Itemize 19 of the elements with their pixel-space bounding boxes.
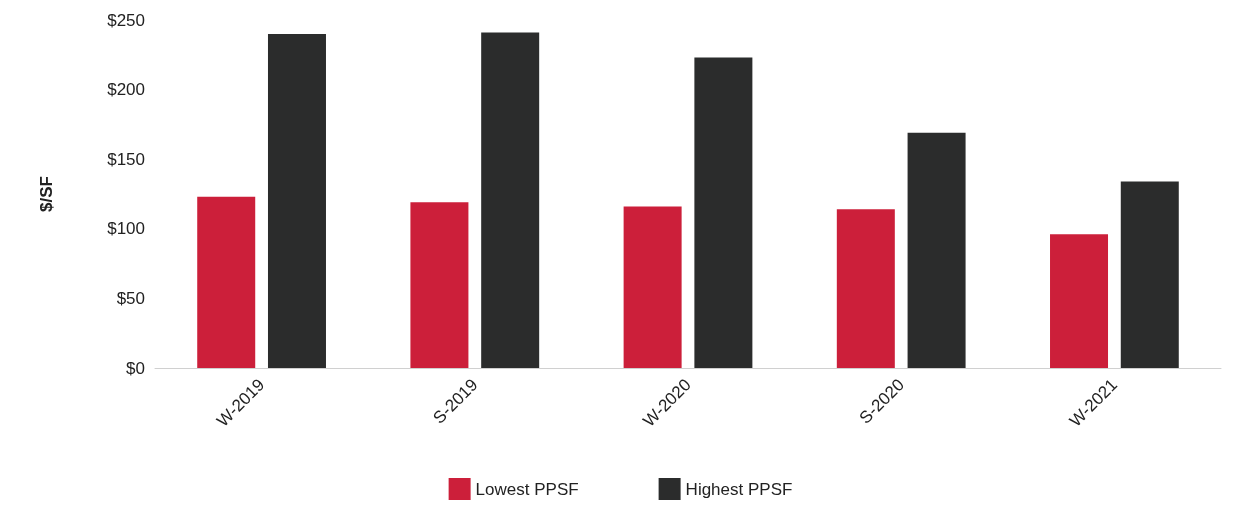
legend-label: Highest PPSF [685,479,793,499]
y-tick-label: $100 [107,219,145,239]
bar [410,202,469,368]
bar [481,32,540,368]
y-tick-label: $200 [107,80,145,100]
bar [836,209,895,368]
legend-label: Lowest PPSF [475,479,579,499]
y-tick-label: $250 [107,10,145,30]
bar [267,33,326,368]
bar [1120,181,1179,368]
bar [907,132,966,368]
bar [1050,234,1109,368]
bar [623,206,682,368]
bar [694,57,753,368]
y-tick-label: $50 [116,288,145,308]
bar [197,196,256,368]
y-tick-label: $0 [126,358,145,378]
y-axis-title: $/SF [37,176,56,212]
y-tick-label: $150 [107,149,145,169]
